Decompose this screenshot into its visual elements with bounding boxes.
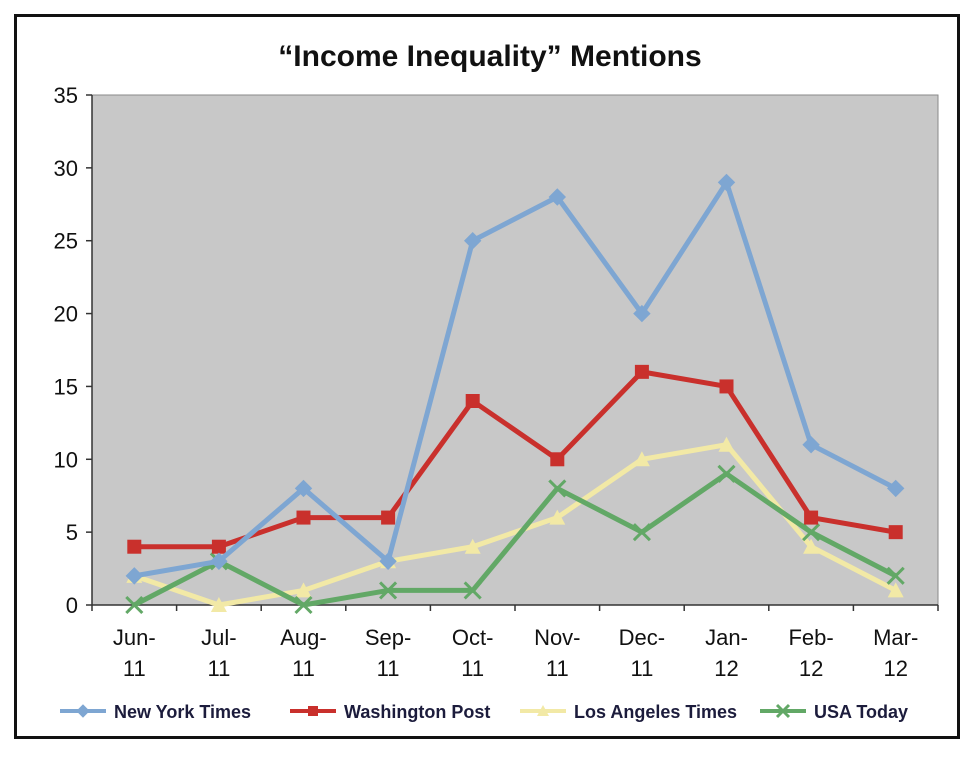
- data-point: [802, 436, 820, 454]
- data-point: [294, 595, 313, 615]
- legend-label: New York Times: [114, 702, 251, 722]
- legend-item: New York Times: [60, 702, 251, 722]
- data-point: [634, 364, 649, 379]
- data-point: [804, 510, 819, 525]
- data-point: [463, 581, 482, 600]
- chart-title: “Income Inequality” Mentions: [278, 40, 701, 73]
- data-point: [295, 582, 312, 598]
- data-point: [888, 525, 903, 540]
- x-tick-label: Sep-11: [365, 625, 411, 681]
- legend-marker: [775, 703, 791, 719]
- data-point: [463, 232, 482, 250]
- data-point: [887, 582, 904, 598]
- x-tick-label: Feb-12: [788, 625, 833, 681]
- legend-label: Los Angeles Times: [574, 702, 737, 722]
- series-washington-post: [127, 364, 903, 554]
- data-point: [379, 581, 398, 600]
- data-point: [125, 567, 144, 585]
- series-new-york-times: [125, 173, 905, 585]
- legend-item: Washington Post: [290, 702, 490, 722]
- x-tick-label: Jun-11: [113, 625, 156, 681]
- data-point: [294, 479, 313, 498]
- data-point: [886, 566, 905, 585]
- data-point: [803, 538, 820, 554]
- legend-label: USA Today: [814, 702, 908, 722]
- legend-item: USA Today: [760, 702, 908, 722]
- y-tick-label: 25: [54, 229, 78, 254]
- legend-marker: [308, 706, 318, 716]
- legend: New York Times Washington Post Los Angeles…: [60, 702, 908, 722]
- y-tick-label: 0: [66, 593, 78, 618]
- data-point: [379, 552, 397, 570]
- x-tick-label: Nov-11: [534, 625, 580, 681]
- x-tick-label: Oct-11: [452, 625, 494, 681]
- x-axis: Jun-11 Jul-11 Aug-11 Sep-11 Oct-11 Nov-11 Dec-…: [91, 604, 939, 681]
- x-tick-label: Aug-11: [280, 625, 326, 681]
- legend-label: Washington Post: [344, 702, 490, 722]
- data-point: [548, 479, 567, 498]
- data-point: [210, 552, 228, 570]
- x-tick-label: Mar-12: [873, 625, 918, 681]
- y-tick-label: 20: [54, 302, 78, 327]
- legend-marker: [76, 704, 90, 718]
- data-point: [210, 597, 227, 612]
- x-tick-label: Dec-11: [619, 625, 665, 681]
- data-point: [719, 379, 734, 394]
- series-line: [133, 442, 897, 608]
- data-point: [125, 595, 144, 615]
- plot-area: [91, 94, 939, 606]
- data-point: [549, 509, 566, 525]
- y-tick-label: 10: [54, 447, 78, 472]
- data-point: [632, 523, 651, 542]
- data-point: [717, 464, 736, 483]
- data-point: [633, 451, 650, 467]
- x-tick-label: Jan-12: [705, 625, 748, 681]
- y-tick-label: 5: [66, 520, 78, 545]
- data-point: [464, 538, 481, 554]
- y-tick-label: 30: [54, 156, 78, 181]
- series-line: [134, 369, 897, 550]
- y-axis: 0 5 10 15 20 25 30 35: [54, 83, 93, 618]
- series-line: [133, 179, 897, 579]
- data-point: [296, 510, 311, 525]
- data-point: [886, 479, 905, 498]
- data-point: [633, 304, 651, 323]
- legend-item: Los Angeles Times: [520, 702, 737, 722]
- data-point: [718, 436, 735, 452]
- y-tick-label: 15: [54, 374, 78, 399]
- data-point: [548, 188, 567, 206]
- data-point: [381, 510, 396, 525]
- data-point: [127, 539, 142, 554]
- data-point: [465, 394, 480, 408]
- y-tick-label: 35: [54, 83, 78, 108]
- series-line: [133, 471, 897, 608]
- data-point: [211, 539, 226, 554]
- series-layer: [125, 173, 905, 615]
- data-point: [717, 173, 736, 192]
- legend-marker: [537, 705, 549, 716]
- data-point: [550, 452, 565, 467]
- data-point: [802, 523, 821, 542]
- x-tick-label: Jul-11: [201, 625, 236, 681]
